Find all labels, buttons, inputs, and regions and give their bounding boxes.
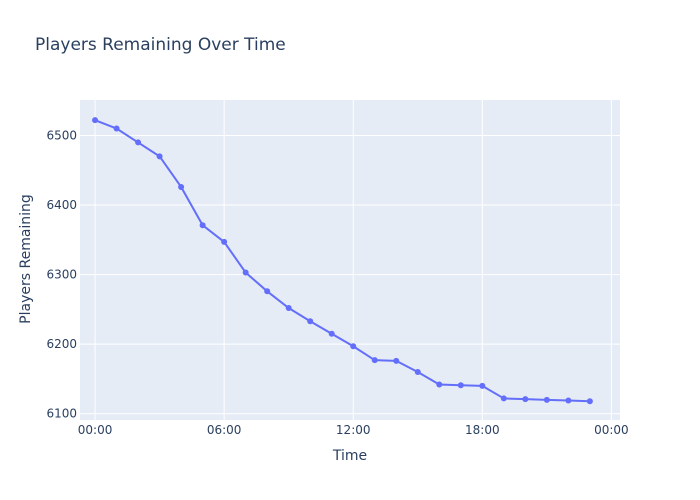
data-point	[307, 318, 314, 325]
y-tick-label: 6200	[46, 337, 77, 351]
y-tick-label: 6400	[46, 198, 77, 212]
series-layer	[92, 117, 593, 405]
data-point	[113, 125, 120, 132]
data-point	[199, 222, 206, 229]
data-point	[242, 269, 249, 276]
chart-title: Players Remaining Over Time	[35, 35, 286, 55]
data-point	[156, 153, 163, 160]
data-point	[393, 357, 400, 364]
data-point	[479, 382, 486, 389]
x-tick-label: 00:00	[78, 423, 113, 437]
plot-area	[80, 100, 620, 420]
series-line	[94, 119, 590, 403]
data-point	[328, 330, 335, 337]
data-point	[264, 288, 271, 295]
data-point	[522, 396, 529, 403]
data-point	[414, 369, 421, 375]
y-tick-label: 6300	[46, 268, 77, 282]
data-point	[543, 396, 550, 403]
data-point	[371, 357, 378, 364]
data-point	[457, 382, 464, 389]
tick-labels: 00:00 06:00 12:00 18:00 00:00610062006300640…	[46, 128, 628, 437]
y-tick-label: 6500	[46, 128, 77, 142]
data-point	[178, 183, 185, 190]
data-point	[92, 117, 99, 124]
x-tick-label: 00:00	[594, 423, 629, 437]
data-point	[350, 343, 357, 350]
x-tick-label: 12:00	[336, 423, 371, 437]
data-point	[586, 398, 593, 405]
data-point	[500, 395, 507, 402]
x-tick-label: 06:00	[207, 423, 242, 437]
x-tick-label: 18:00	[465, 423, 500, 437]
y-axis-title: Players Remaining	[18, 194, 34, 324]
y-tick-label: 6100	[46, 407, 77, 421]
data-point	[135, 139, 142, 146]
x-axis-title: Time	[332, 448, 367, 464]
data-point	[565, 397, 572, 404]
data-point	[221, 238, 228, 245]
data-point	[436, 381, 443, 388]
data-point	[285, 305, 292, 311]
grid-lines	[80, 100, 620, 420]
